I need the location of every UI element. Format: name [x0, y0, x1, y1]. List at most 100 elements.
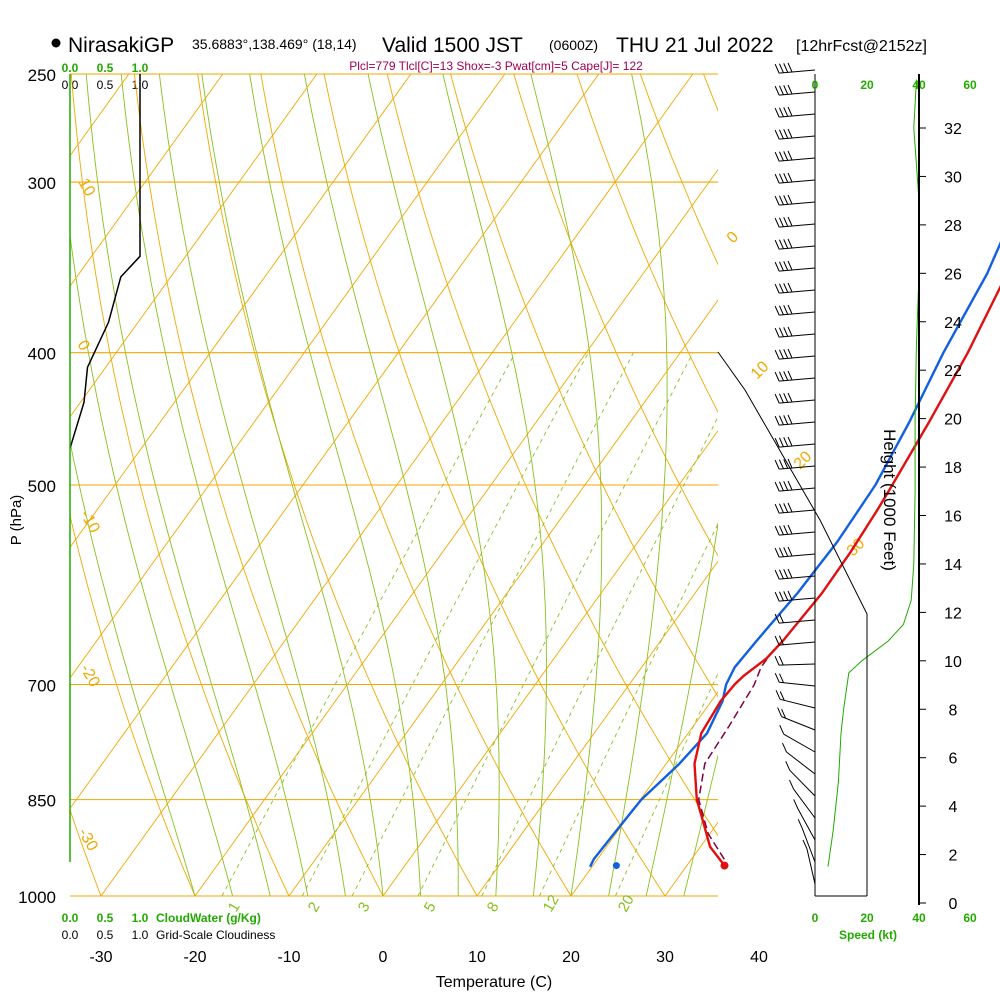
- wind-barb: [774, 216, 816, 228]
- isotherm-line: [70, 74, 318, 418]
- speed-tick-top: 60: [963, 78, 977, 92]
- wind-barb: [782, 742, 816, 775]
- temperature-tick-label: -30: [89, 949, 112, 966]
- wind-barb: [774, 172, 816, 184]
- dry-adiabat-line: [450, 74, 718, 698]
- wind-barb: [774, 304, 816, 316]
- wind-barb: [774, 458, 816, 470]
- isotherm-line: [570, 691, 718, 896]
- isotherm-line: [476, 560, 718, 896]
- mixing-ratio-label: 8: [484, 899, 503, 915]
- speed-tick-bottom: 40: [912, 911, 926, 925]
- pressure-axis: 250 300 400 500 700 850 1000: [18, 66, 56, 907]
- forecast-info: [12hrFcst@2152z]: [796, 38, 927, 55]
- height-tick-label: 6: [949, 751, 958, 768]
- mixing-ratio-line: [351, 352, 634, 896]
- moist-adiabat-line: [249, 74, 422, 896]
- pressure-tick-label: 500: [28, 477, 56, 496]
- wind-panel-outline: [717, 351, 868, 896]
- surface-dewpoint-dot: [612, 862, 620, 870]
- wind-barb: [774, 546, 816, 558]
- mixing-ratio-label: 3: [355, 899, 374, 915]
- isotherm-line: [759, 74, 1000, 896]
- wind-barb: [793, 799, 816, 841]
- wind-barb: [777, 707, 816, 731]
- wind-barb: [774, 128, 816, 140]
- cloudwater-tick: 1.0: [132, 911, 149, 925]
- dry-adiabat-line: [70, 74, 290, 896]
- height-tick-label: 10: [944, 654, 962, 671]
- moist-adiabat-line: [158, 74, 346, 896]
- wind-barb: [797, 819, 816, 863]
- height-tick-label: 30: [944, 169, 962, 186]
- dry-adiabat-line: [576, 74, 718, 414]
- temperature-tick-label: 10: [468, 949, 486, 966]
- moist-adiabat-line: [201, 74, 384, 896]
- wind-barb: [774, 613, 816, 624]
- temperature-tick-label: 0: [379, 949, 388, 966]
- cloudwater-tick: 0.0: [62, 61, 79, 75]
- wind-barb: [774, 436, 816, 448]
- wind-barb: [774, 414, 816, 426]
- dry-adiabat-line: [513, 74, 718, 557]
- dry-adiabat-line: [133, 74, 384, 896]
- speed-tick-bottom: 20: [860, 911, 874, 925]
- wind-barb: [774, 480, 816, 492]
- parcel-line: [697, 649, 775, 860]
- cloudiness-line: [69, 74, 141, 449]
- cloudwater-tick: 0.5: [97, 911, 114, 925]
- cloudiness-scale-bottom: 0.0 0.5 1.0 Grid-Scale Cloudiness: [62, 928, 276, 942]
- isotherm-label: 0: [724, 228, 742, 246]
- dry-adiabat-line: [323, 74, 666, 896]
- moist-adiabat-line: [70, 439, 196, 896]
- height-tick-label: 2: [949, 848, 958, 865]
- mixing-ratio-label: 12: [540, 892, 563, 915]
- profiles: [69, 74, 1000, 870]
- height-tick-label: 32: [944, 121, 962, 138]
- cloudwater-tick: 0.5: [97, 61, 114, 75]
- speed-tick-bottom: 0: [812, 911, 819, 925]
- isotherm-label: -10: [77, 508, 103, 537]
- station-name: NirasakiGP: [68, 34, 174, 57]
- cloudwater-tick: 1.0: [132, 61, 149, 75]
- y-axis-title: P (hPa): [8, 495, 25, 546]
- wind-panel: 0 20 40 60 0 20 40 60 Speed (kt): [717, 62, 977, 942]
- valid-zulu: (0600Z): [549, 37, 598, 53]
- isotherm-label: 10: [748, 358, 773, 383]
- wind-barb: [774, 326, 816, 338]
- speed-tick-top: 20: [860, 78, 874, 92]
- isotherm-label: 10: [75, 176, 99, 200]
- moist-adiabat-line: [85, 74, 271, 896]
- temperature-tick-label: 30: [656, 949, 674, 966]
- moist-adiabat-line: [367, 74, 500, 896]
- height-tick-label: 22: [944, 363, 962, 380]
- isotherm-label: 20: [791, 448, 816, 473]
- dry-adiabat-line: [386, 74, 718, 837]
- wind-barbs: [774, 62, 816, 885]
- cloudiness-label: Grid-Scale Cloudiness: [156, 928, 275, 942]
- cloudwater-tick: 0.0: [62, 911, 79, 925]
- dry-adiabat-line: [70, 513, 196, 896]
- station-coords: 35.6883°,138.469° (18,14): [192, 36, 357, 52]
- moist-adiabat-line: [70, 232, 234, 896]
- mixing-ratio-line: [481, 415, 718, 896]
- wind-barb: [802, 839, 816, 885]
- height-tick-label: 8: [949, 702, 958, 719]
- cloudiness-tick: 0.5: [97, 78, 114, 92]
- cloudwater-label: CloudWater (g/Kg): [156, 911, 261, 925]
- pressure-tick-label: 700: [28, 677, 56, 696]
- speed-axis-label: Speed (kt): [839, 928, 897, 942]
- wind-barb: [775, 690, 816, 709]
- moist-adiabats: [70, 74, 718, 896]
- wind-barb: [774, 590, 816, 602]
- temperature-line: [693, 284, 1000, 867]
- wind-barb: [774, 524, 816, 536]
- wind-barb: [774, 150, 816, 162]
- mixing-ratio-label: 5: [421, 899, 440, 915]
- dry-adiabat-line: [260, 74, 572, 896]
- speed-tick-bottom: 60: [963, 911, 977, 925]
- pressure-tick-label: 250: [28, 66, 56, 85]
